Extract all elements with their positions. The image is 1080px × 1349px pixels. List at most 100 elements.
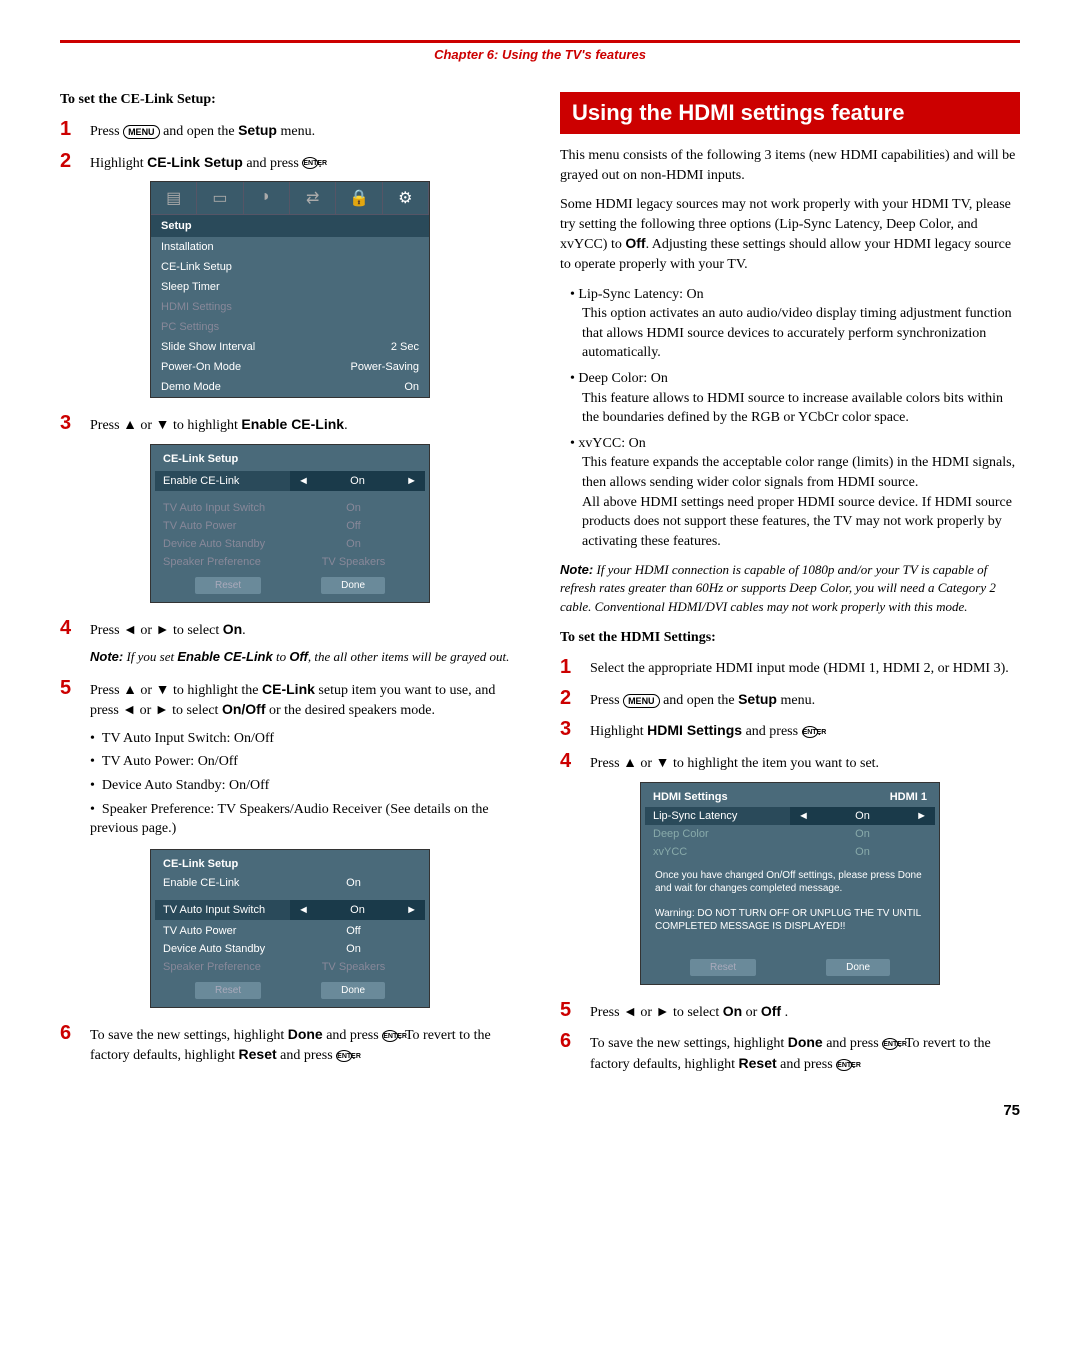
- step-number: 2: [60, 150, 80, 173]
- bullet-item: • Lip-Sync Latency: On This option activ…: [570, 285, 1020, 363]
- right-arrow-icon: ►: [916, 810, 927, 822]
- bullet-list: • TV Auto Input Switch: On/Off • TV Auto …: [90, 729, 520, 839]
- right-arrow-icon: ►: [155, 701, 169, 717]
- menu-row: CE-Link Setup: [151, 257, 429, 277]
- right-column: Using the HDMI settings feature This men…: [560, 92, 1020, 1082]
- submenu-title: CE-Link Setup: [155, 449, 425, 469]
- step-text: Press MENU and open the Setup menu.: [590, 687, 1020, 711]
- bullet-item: • xvYCC: On This feature expands the acc…: [570, 434, 1020, 552]
- enter-key-icon: ENTER: [882, 1038, 898, 1050]
- bullet-item: • Speaker Preference: TV Speakers/Audio …: [90, 800, 520, 839]
- paragraph: This menu consists of the following 3 it…: [560, 146, 1020, 185]
- enter-key-icon: ENTER: [802, 726, 818, 738]
- left-column: To set the CE-Link Setup: 1 Press MENU a…: [60, 92, 520, 1082]
- note-block: Note: If your HDMI connection is capable…: [560, 561, 1020, 616]
- submenu-row: TV Auto Input SwitchOn: [155, 499, 425, 517]
- hdmi-buttons: Reset Done: [645, 959, 935, 980]
- submenu-selected-row: TV Auto Input Switch ◄On►: [155, 900, 425, 920]
- step-text: Press MENU and open the Setup menu.: [90, 118, 520, 142]
- left-arrow-icon: ◄: [623, 1003, 637, 1019]
- left-arrow-icon: ◄: [298, 475, 309, 487]
- celink-menu-screenshot-2: CE-Link Setup Enable CE-Link On TV Auto …: [150, 849, 430, 1008]
- celink-menu-screenshot: CE-Link Setup Enable CE-Link ◄On► TV Aut…: [150, 444, 430, 603]
- submenu-row: TV Auto PowerOff: [155, 922, 425, 940]
- up-arrow-icon: ▲: [123, 416, 137, 432]
- step-text: To save the new settings, highlight Done…: [90, 1022, 520, 1066]
- step-number: 6: [560, 1030, 580, 1053]
- step-number: 1: [560, 656, 580, 679]
- menu-title: Setup: [151, 215, 429, 237]
- menu-tab-icon: ⇄: [290, 182, 336, 214]
- step-number: 3: [560, 718, 580, 741]
- left-step-5: 5 Press ▲ or ▼ to highlight the CE-Link …: [60, 677, 520, 721]
- left-arrow-icon: ◄: [122, 701, 136, 717]
- step-text: Highlight HDMI Settings and press ENTER.: [590, 718, 1020, 742]
- enter-key-icon: ENTER: [382, 1030, 398, 1042]
- menu-tab-icon: ⚙: [383, 182, 429, 214]
- bullet-item: • TV Auto Power: On/Off: [90, 752, 520, 772]
- step-text: Press ▲ or ▼ to highlight Enable CE-Link…: [90, 412, 520, 436]
- left-step-6: 6 To save the new settings, highlight Do…: [60, 1022, 520, 1066]
- menu-tab-icon: 🔒: [336, 182, 382, 214]
- enter-key-icon: ENTER: [302, 157, 318, 169]
- bullet-item: • TV Auto Input Switch: On/Off: [90, 729, 520, 749]
- reset-button: Reset: [195, 982, 261, 999]
- top-red-bar: [60, 40, 1020, 43]
- submenu-row: Speaker PreferenceTV Speakers: [155, 958, 425, 976]
- submenu-row: Enable CE-Link On: [155, 874, 425, 892]
- step-text: Press ◄ or ► to select On.: [90, 617, 520, 641]
- submenu-row: TV Auto PowerOff: [155, 517, 425, 535]
- submenu-row: Device Auto StandbyOn: [155, 940, 425, 958]
- step-number: 1: [60, 118, 80, 141]
- menu-row: HDMI Settings: [151, 297, 429, 317]
- submenu-row: Speaker PreferenceTV Speakers: [155, 553, 425, 571]
- submenu-buttons: Reset Done: [155, 982, 425, 1003]
- right-arrow-icon: ►: [656, 1003, 670, 1019]
- hdmi-message-2: Warning: DO NOT TURN OFF OR UNPLUG THE T…: [645, 903, 935, 953]
- left-header: To set the CE-Link Setup:: [60, 92, 520, 108]
- hdmi-row: Deep ColorOn: [645, 825, 935, 843]
- step-text: Highlight CE-Link Setup and press ENTER.: [90, 150, 520, 174]
- down-arrow-icon: ▼: [656, 754, 670, 770]
- bullet-item: • Device Auto Standby: On/Off: [90, 776, 520, 796]
- paragraph: Some HDMI legacy sources may not work pr…: [560, 195, 1020, 274]
- up-arrow-icon: ▲: [123, 681, 137, 697]
- menu-tab-icon: ◗: [244, 182, 290, 214]
- hdmi-row: xvYCCOn: [645, 843, 935, 861]
- step-text: To save the new settings, highlight Done…: [590, 1030, 1020, 1074]
- bullet-item: • Deep Color: On This feature allows to …: [570, 369, 1020, 428]
- right-header-2: To set the HDMI Settings:: [560, 630, 1020, 646]
- step-number: 3: [60, 412, 80, 435]
- step-text: Press ▲ or ▼ to highlight the CE-Link se…: [90, 677, 520, 721]
- done-button: Done: [321, 982, 385, 999]
- note-text: Note: If you set Enable CE-Link to Off, …: [90, 648, 520, 666]
- right-step-2: 2 Press MENU and open the Setup menu.: [560, 687, 1020, 711]
- left-arrow-icon: ◄: [298, 904, 309, 916]
- step-number: 5: [60, 677, 80, 700]
- right-step-4: 4 Press ▲ or ▼ to highlight the item you…: [560, 750, 1020, 774]
- menu-tab-icon: ▭: [197, 182, 243, 214]
- step-number: 4: [560, 750, 580, 773]
- submenu-buttons: Reset Done: [155, 577, 425, 598]
- right-arrow-icon: ►: [156, 621, 170, 637]
- left-step-2: 2 Highlight CE-Link Setup and press ENTE…: [60, 150, 520, 174]
- right-step-1: 1 Select the appropriate HDMI input mode…: [560, 656, 1020, 679]
- menu-tab-icon: ▤: [151, 182, 197, 214]
- left-arrow-icon: ◄: [123, 621, 137, 637]
- submenu-title: CE-Link Setup: [155, 854, 425, 874]
- left-step-3: 3 Press ▲ or ▼ to highlight Enable CE-Li…: [60, 412, 520, 436]
- menu-row: PC Settings: [151, 317, 429, 337]
- right-step-3: 3 Highlight HDMI Settings and press ENTE…: [560, 718, 1020, 742]
- reset-button: Reset: [195, 577, 261, 594]
- hdmi-message-1: Once you have changed On/Off settings, p…: [645, 861, 935, 903]
- step-number: 6: [60, 1022, 80, 1045]
- left-arrow-icon: ◄: [798, 810, 809, 822]
- setup-menu-screenshot: ▤ ▭ ◗ ⇄ 🔒 ⚙ Setup InstallationCE-Link Se…: [150, 181, 430, 398]
- enter-key-icon: ENTER: [836, 1059, 852, 1071]
- right-step-6: 6 To save the new settings, highlight Do…: [560, 1030, 1020, 1074]
- menu-row: Installation: [151, 237, 429, 257]
- chapter-title: Chapter 6: Using the TV's features: [60, 47, 1020, 62]
- hdmi-settings-screenshot: HDMI Settings HDMI 1 Lip-Sync Latency ◄O…: [640, 782, 940, 985]
- step-text: Press ◄ or ► to select On or Off .: [590, 999, 1020, 1023]
- menu-row: Slide Show Interval2 Sec: [151, 337, 429, 357]
